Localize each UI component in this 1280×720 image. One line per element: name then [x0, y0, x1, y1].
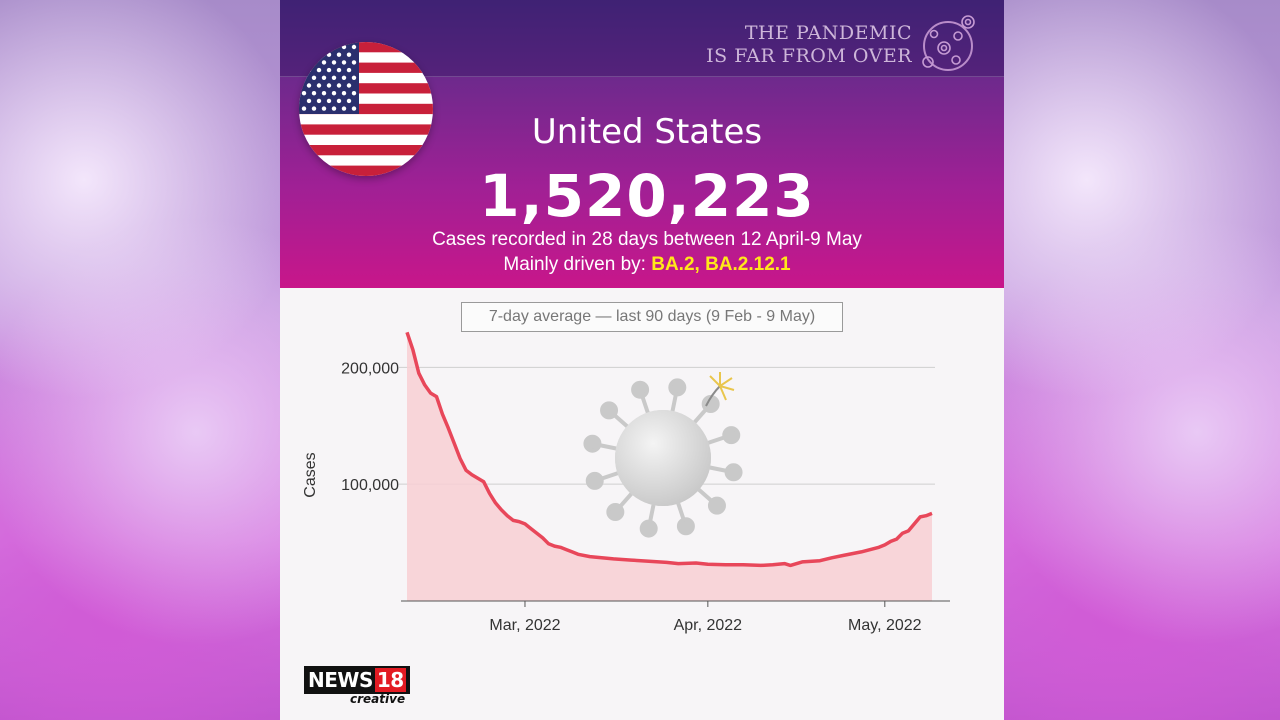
y-axis-label: Cases [302, 452, 319, 497]
infographic-card: THE PANDEMIC IS FAR FROM OVER Unit [280, 0, 1004, 720]
x-tick-label: May, 2022 [848, 617, 922, 634]
tagline-line-2: IS FAR FROM OVER [706, 45, 912, 67]
series-line [405, 331, 933, 568]
series-area [407, 332, 932, 601]
logo-news: NEWS [308, 668, 373, 692]
virus-icon [583, 378, 743, 538]
variant-names: BA.2, BA.2.12.1 [651, 254, 791, 275]
y-tick-label: 200,000 [341, 360, 399, 377]
chart-title: 7-day average — last 90 days (9 Feb - 9 … [461, 302, 843, 332]
header-banner: THE PANDEMIC IS FAR FROM OVER Unit [280, 0, 1004, 288]
chart-panel: 7-day average — last 90 days (9 Feb - 9 … [280, 288, 1004, 720]
driven-by-text: Mainly driven by: BA.2, BA.2.12.1 [280, 254, 1004, 276]
logo-number: 18 [374, 668, 406, 692]
driven-by-label: Mainly driven by: [503, 254, 646, 275]
cases-period-text: Cases recorded in 28 days between 12 Apr… [432, 229, 862, 250]
background-right [1004, 0, 1280, 720]
y-tick-label: 100,000 [341, 477, 399, 494]
logo-creative: creative [350, 692, 406, 706]
x-tick-label: Apr, 2022 [674, 617, 743, 634]
news18-creative-logo: NEWS 18 creative [304, 666, 410, 708]
background-left [0, 0, 280, 720]
virus-badge-icon [922, 15, 975, 71]
cases-chart: 100,000 200,000 Mar, 2022 Apr, 2022 May, 202… [302, 331, 950, 634]
x-tick-label: Mar, 2022 [489, 617, 560, 634]
virus-bomb-icon [705, 372, 735, 407]
logo-wordmark: NEWS 18 [304, 666, 410, 694]
tagline-line-1: THE PANDEMIC [744, 22, 912, 44]
country-name: United States [531, 112, 763, 152]
us-flag-icon [299, 42, 433, 176]
total-cases: 1,520,223 [479, 162, 815, 230]
tagline: THE PANDEMIC IS FAR FROM OVER [700, 22, 912, 68]
